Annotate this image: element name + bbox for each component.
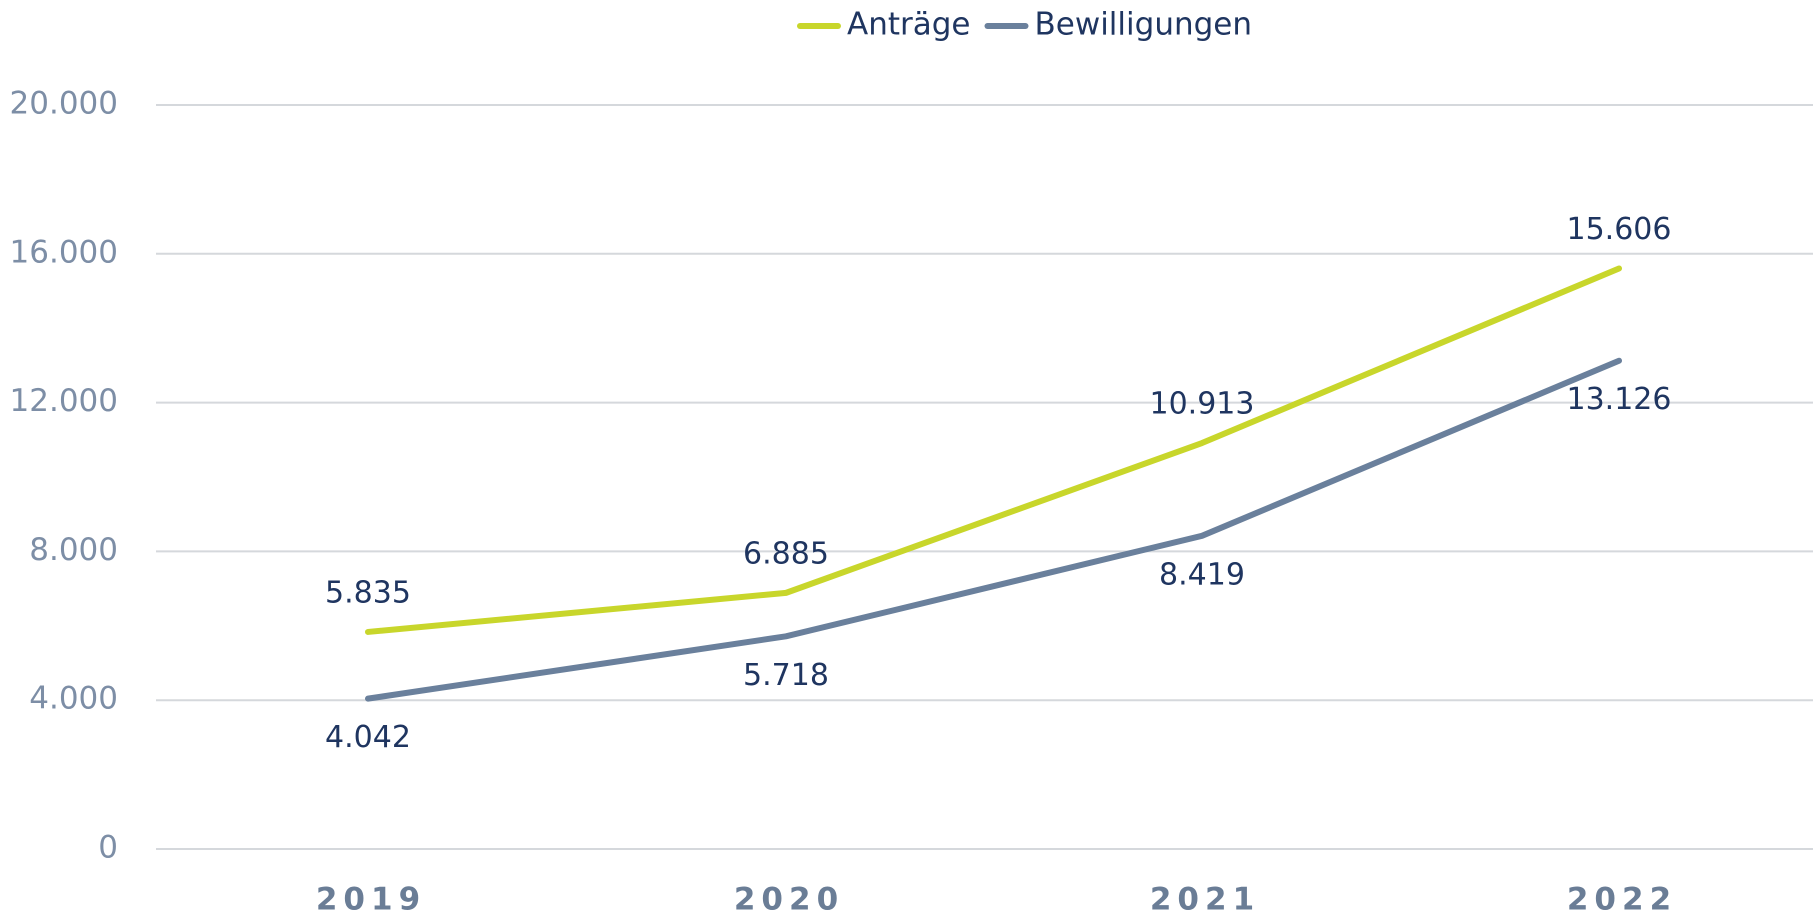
data-label: 5.835 (325, 575, 411, 610)
legend-label: Anträge (847, 7, 971, 43)
y-tick-label: 20.000 (10, 86, 118, 122)
y-tick-label: 12.000 (10, 383, 118, 419)
legend-label: Bewilligungen (1035, 7, 1253, 43)
data-label: 8.419 (1159, 557, 1245, 592)
y-tick-label: 8.000 (29, 532, 118, 568)
data-label: 10.913 (1150, 387, 1255, 422)
y-tick-label: 4.000 (29, 681, 118, 717)
y-tick-label: 16.000 (10, 234, 118, 270)
x-tick-label: 2019 (316, 882, 426, 918)
y-tick-label: 0 (98, 830, 118, 866)
line (365, 265, 1622, 635)
x-tick-label: 2021 (1150, 882, 1260, 918)
line (365, 357, 1622, 702)
x-tick-label: 2020 (734, 882, 844, 918)
data-label: 4.042 (325, 720, 411, 755)
data-label: 15.606 (1567, 212, 1672, 247)
x-tick-label: 2022 (1567, 882, 1677, 918)
data-label: 6.885 (743, 536, 829, 571)
data-label: 13.126 (1567, 382, 1672, 417)
data-label: 5.718 (743, 658, 829, 693)
